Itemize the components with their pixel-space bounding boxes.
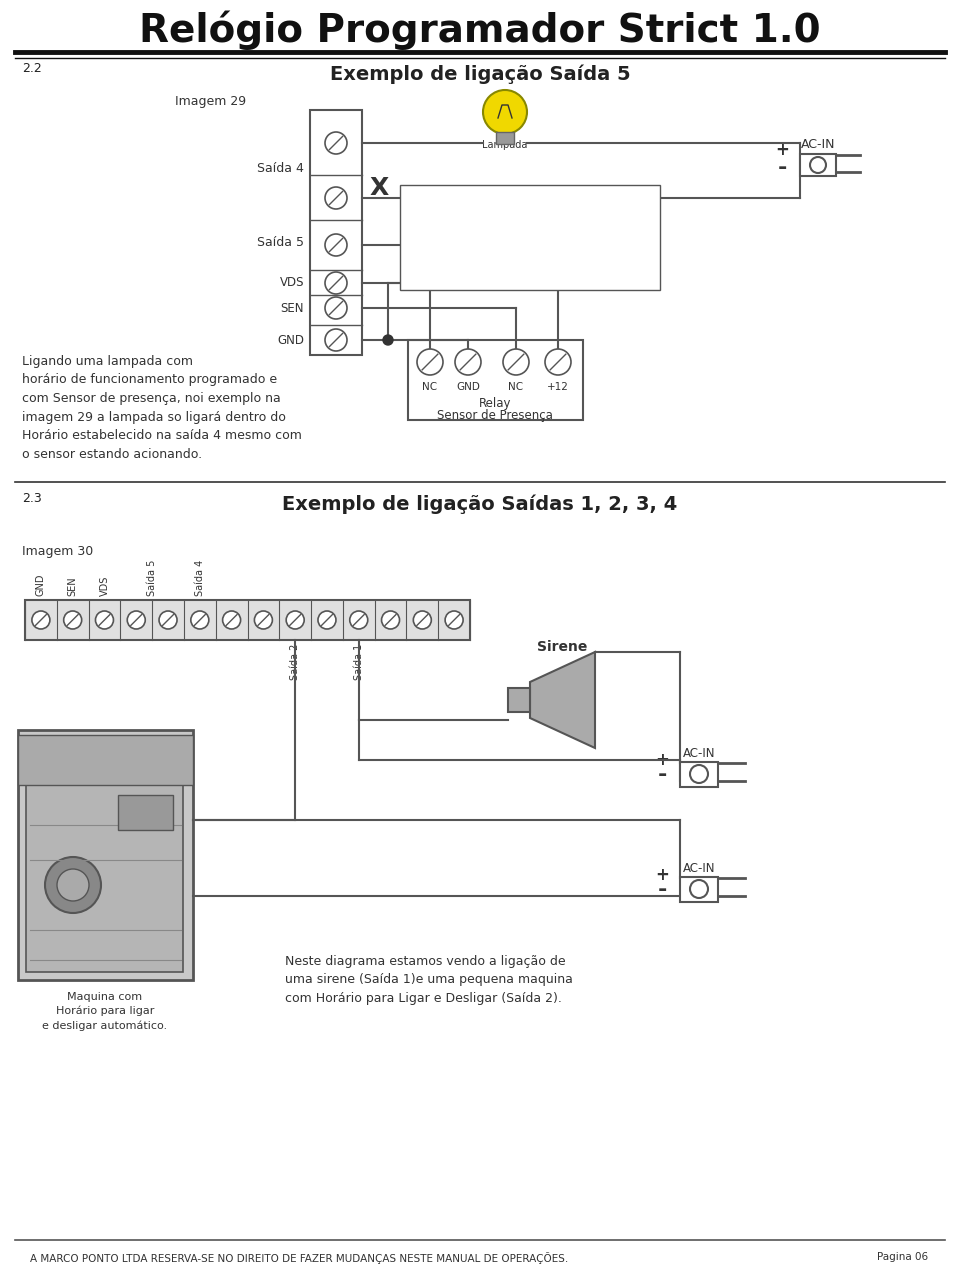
Bar (496, 132, 514, 143)
Text: Imagem 30: Imagem 30 (22, 545, 93, 558)
Circle shape (325, 271, 347, 294)
Circle shape (191, 611, 209, 628)
Text: Neste diagrama estamos vendo a ligação de
uma sirene (Saída 1)e uma pequena maqu: Neste diagrama estamos vendo a ligação d… (285, 955, 573, 1005)
Circle shape (417, 349, 443, 375)
Bar (408, 340, 583, 420)
Circle shape (455, 349, 481, 375)
Text: Sirene: Sirene (537, 640, 588, 654)
Circle shape (57, 869, 89, 901)
Bar (18, 730, 193, 980)
Text: Saída 2: Saída 2 (290, 644, 300, 681)
Text: AC-IN: AC-IN (683, 861, 715, 876)
Circle shape (32, 611, 50, 628)
Text: GND: GND (36, 573, 46, 596)
Text: -: - (778, 157, 786, 178)
Text: NC: NC (422, 381, 438, 392)
Circle shape (381, 611, 399, 628)
Text: +: + (655, 751, 669, 769)
Bar (26, 740, 183, 972)
Circle shape (545, 349, 571, 375)
Circle shape (445, 611, 463, 628)
Text: +12: +12 (547, 381, 569, 392)
Text: VDS: VDS (100, 576, 109, 596)
Text: Saída 5: Saída 5 (257, 236, 304, 248)
Circle shape (690, 765, 708, 783)
Text: X: X (370, 175, 389, 200)
Text: GND: GND (277, 334, 304, 347)
Text: -: - (658, 881, 666, 900)
Bar (25, 600, 470, 640)
Bar (118, 795, 173, 829)
Circle shape (159, 611, 177, 628)
Text: Saída 1: Saída 1 (353, 644, 364, 680)
Circle shape (349, 611, 368, 628)
Bar (400, 186, 660, 291)
Text: A MARCO PONTO LTDA RESERVA-SE NO DIREITO DE FAZER MUDANÇAS NESTE MANUAL DE OPERA: A MARCO PONTO LTDA RESERVA-SE NO DIREITO… (30, 1252, 568, 1263)
Text: -: - (658, 765, 666, 785)
Text: AC-IN: AC-IN (801, 138, 835, 151)
Text: +: + (655, 867, 669, 884)
Bar (508, 689, 530, 712)
Text: VDS: VDS (279, 276, 304, 289)
Text: SEN: SEN (67, 576, 78, 596)
Text: Pagina 06: Pagina 06 (876, 1252, 928, 1262)
Text: NC: NC (509, 381, 523, 392)
Bar (310, 110, 362, 355)
Circle shape (690, 881, 708, 899)
Text: Desligando o ponto x da Saída 4
e conectando-o direto, a lampada
passa a acionar: Desligando o ponto x da Saída 4 e conect… (406, 191, 600, 243)
Bar (680, 762, 718, 787)
Circle shape (45, 858, 101, 913)
Text: Relay: Relay (479, 397, 512, 410)
Text: Lampada: Lampada (482, 140, 528, 150)
Circle shape (325, 187, 347, 209)
Text: 2.3: 2.3 (22, 492, 41, 506)
Text: AC-IN: AC-IN (683, 748, 715, 760)
Text: 2.2: 2.2 (22, 61, 41, 76)
Text: Maquina com
Horário para ligar
e desligar automático.: Maquina com Horário para ligar e desliga… (42, 992, 168, 1030)
Circle shape (325, 234, 347, 256)
Circle shape (383, 335, 393, 346)
Text: Exemplo de ligação Saída 5: Exemplo de ligação Saída 5 (329, 65, 631, 84)
Circle shape (483, 90, 527, 134)
Text: Exemplo de ligação Saídas 1, 2, 3, 4: Exemplo de ligação Saídas 1, 2, 3, 4 (282, 495, 678, 515)
Circle shape (254, 611, 273, 628)
Text: SEN: SEN (280, 302, 304, 315)
Circle shape (286, 611, 304, 628)
Circle shape (503, 349, 529, 375)
Text: Imagem 29: Imagem 29 (175, 95, 246, 108)
Bar (18, 735, 193, 785)
Bar (680, 877, 718, 902)
Circle shape (318, 611, 336, 628)
Circle shape (95, 611, 113, 628)
Circle shape (63, 611, 82, 628)
Bar (800, 154, 836, 175)
Text: Ligando uma lampada com
horário de funcionamento programado e
com Sensor de pres: Ligando uma lampada com horário de funci… (22, 355, 301, 461)
Text: Relógio Programador Strict 1.0: Relógio Programador Strict 1.0 (139, 10, 821, 50)
Circle shape (325, 132, 347, 154)
Polygon shape (530, 652, 595, 748)
Text: GND: GND (456, 381, 480, 392)
Circle shape (223, 611, 241, 628)
Text: Saída 4: Saída 4 (195, 559, 204, 596)
Text: +: + (775, 141, 789, 159)
Circle shape (325, 297, 347, 319)
Text: Saída 5: Saída 5 (147, 559, 157, 596)
Text: Sensor de Presença: Sensor de Presença (437, 410, 553, 422)
Circle shape (414, 611, 431, 628)
Text: Saída 4: Saída 4 (257, 161, 304, 174)
Circle shape (325, 329, 347, 351)
Circle shape (128, 611, 145, 628)
Circle shape (810, 157, 826, 173)
